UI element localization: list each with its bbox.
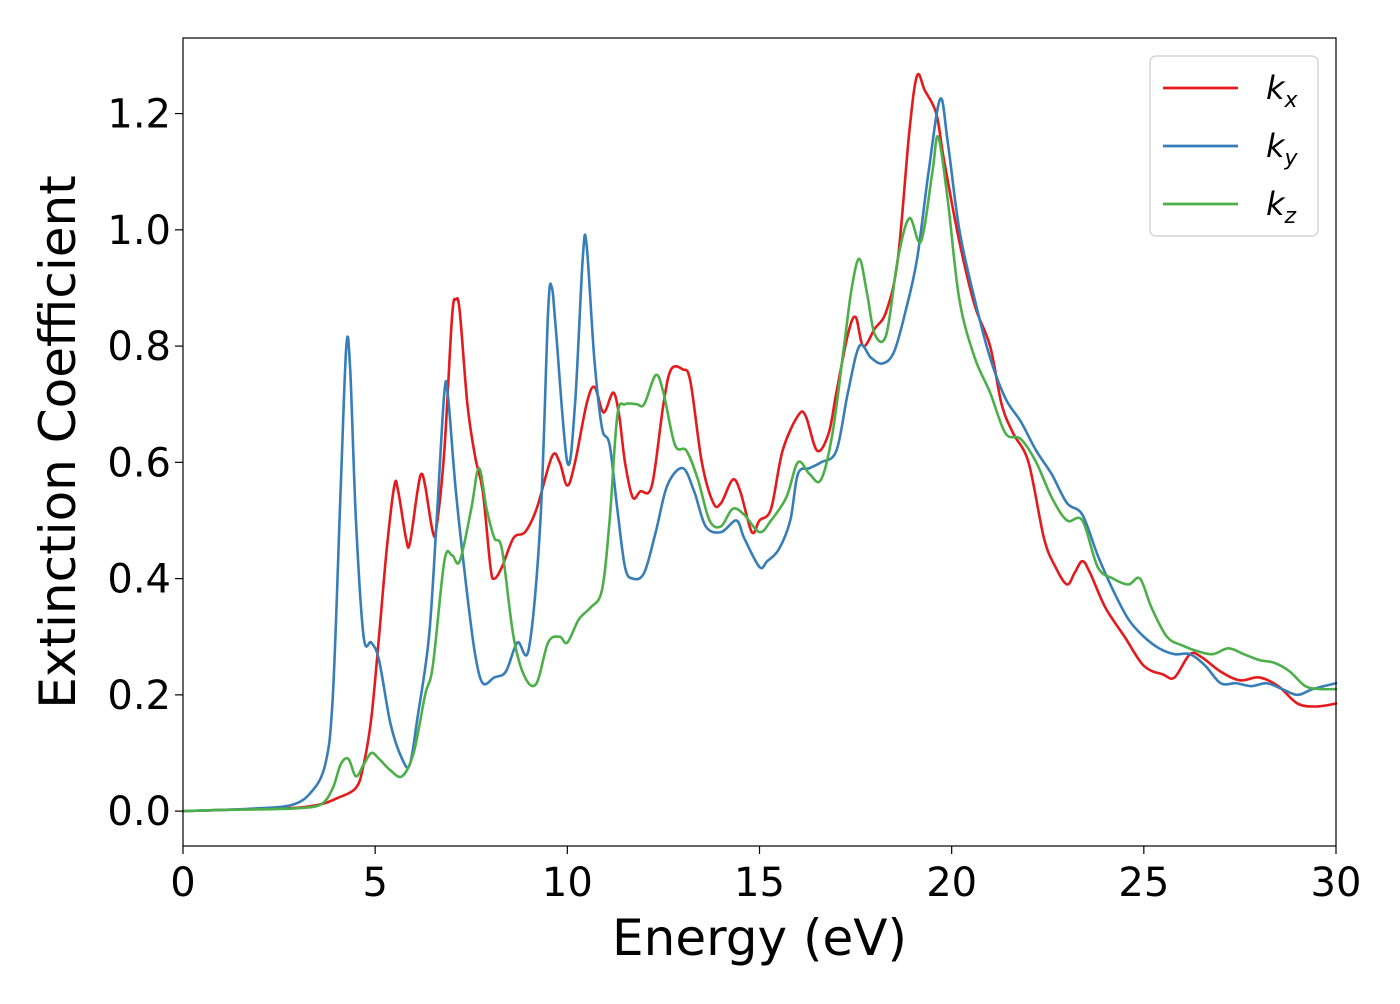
x-axis-title: Energy (eV) — [612, 909, 907, 967]
x-axis-ticks: 0 5 10 15 20 25 30 — [170, 846, 1361, 906]
y-tick-label: 0.0 — [107, 789, 171, 835]
x-tick-label: 10 — [542, 860, 593, 906]
y-tick-label: 0.4 — [107, 557, 171, 603]
series-layer — [181, 72, 1338, 813]
series-line-x — [181, 72, 1338, 813]
legend-label-z: kz — [1266, 185, 1297, 229]
x-tick-label: 30 — [1311, 860, 1362, 906]
legend-label-y: ky — [1266, 127, 1299, 171]
y-tick-label: 1.2 — [107, 92, 171, 138]
y-tick-label: 0.8 — [107, 324, 171, 370]
y-tick-label: 1.0 — [107, 208, 171, 254]
legend: kx ky kz — [1149, 55, 1319, 237]
x-tick-label: 20 — [926, 860, 977, 906]
y-tick-label: 0.6 — [107, 440, 171, 486]
y-tick-label: 0.2 — [107, 673, 171, 719]
x-tick-label: 25 — [1118, 860, 1169, 906]
x-tick-label: 5 — [362, 860, 387, 906]
x-tick-label: 15 — [734, 860, 785, 906]
legend-label-x: kx — [1266, 69, 1299, 113]
y-axis-title: Extinction Coefficient — [29, 175, 87, 709]
series-line-z — [181, 134, 1338, 813]
series-line-y — [181, 97, 1338, 813]
y-axis-ticks: 0.0 0.2 0.4 0.6 0.8 1.0 1.2 — [107, 92, 183, 835]
x-tick-label: 0 — [170, 860, 195, 906]
